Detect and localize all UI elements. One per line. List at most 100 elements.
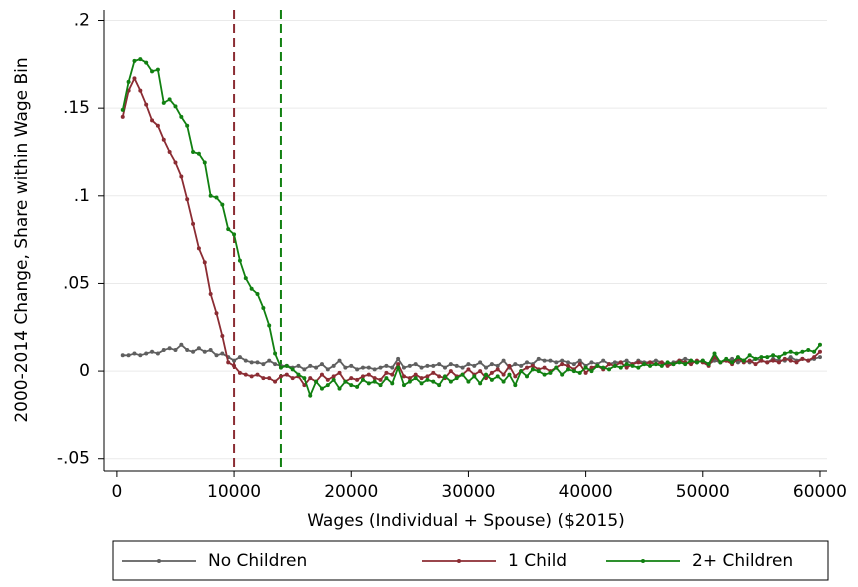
point bbox=[243, 372, 248, 377]
point bbox=[735, 355, 740, 360]
point bbox=[595, 363, 600, 368]
point bbox=[712, 351, 717, 356]
point bbox=[507, 372, 512, 377]
point bbox=[290, 376, 295, 381]
point bbox=[513, 383, 518, 388]
x-axis-label: Wages (Individual + Spouse) ($2015) bbox=[307, 511, 625, 531]
point bbox=[167, 149, 172, 154]
point bbox=[425, 377, 430, 382]
point bbox=[226, 227, 231, 232]
point bbox=[671, 362, 676, 367]
point bbox=[700, 358, 705, 363]
point bbox=[659, 360, 664, 365]
point bbox=[466, 362, 471, 367]
point bbox=[788, 349, 793, 354]
point bbox=[589, 360, 594, 365]
point bbox=[577, 362, 582, 367]
point bbox=[378, 383, 383, 388]
point bbox=[583, 365, 588, 370]
point bbox=[196, 346, 201, 351]
point bbox=[759, 355, 764, 360]
point bbox=[607, 367, 612, 372]
y-tick-label: 0 bbox=[79, 361, 90, 381]
point bbox=[173, 348, 178, 353]
point bbox=[155, 351, 160, 356]
point bbox=[126, 79, 131, 84]
point bbox=[167, 346, 172, 351]
point bbox=[583, 370, 588, 375]
point bbox=[730, 356, 735, 361]
point bbox=[144, 351, 149, 356]
point bbox=[431, 370, 436, 375]
point bbox=[806, 358, 811, 363]
point bbox=[384, 376, 389, 381]
legend-label: 2+ Children bbox=[692, 551, 793, 571]
point bbox=[495, 374, 500, 379]
legend-label: 1 Child bbox=[508, 551, 567, 571]
point bbox=[243, 276, 248, 281]
point bbox=[431, 379, 436, 384]
point bbox=[208, 193, 213, 198]
point bbox=[150, 69, 155, 74]
point bbox=[525, 360, 530, 365]
point bbox=[724, 356, 729, 361]
point bbox=[413, 362, 418, 367]
point bbox=[273, 379, 278, 384]
point bbox=[601, 358, 606, 363]
point bbox=[302, 367, 307, 372]
point bbox=[419, 381, 424, 386]
point bbox=[618, 365, 623, 370]
point bbox=[132, 351, 137, 356]
y-axis-label: 2000-2014 Change, Share within Wage Bin bbox=[12, 57, 32, 422]
point bbox=[314, 379, 319, 384]
x-tick-label: 60000 bbox=[793, 482, 847, 502]
point bbox=[331, 377, 336, 382]
point bbox=[261, 305, 266, 310]
point bbox=[208, 348, 213, 353]
point bbox=[249, 360, 254, 365]
point bbox=[794, 351, 799, 356]
y-tick-label: .05 bbox=[63, 273, 90, 293]
point bbox=[677, 360, 682, 365]
point bbox=[478, 360, 483, 365]
point bbox=[800, 356, 805, 361]
point bbox=[425, 374, 430, 379]
point bbox=[214, 311, 219, 316]
point bbox=[812, 349, 817, 354]
point bbox=[396, 362, 401, 367]
point bbox=[665, 360, 670, 365]
point bbox=[542, 372, 547, 377]
x-tick-label: 0 bbox=[111, 482, 122, 502]
y-tick-label: .15 bbox=[63, 98, 90, 118]
point bbox=[237, 355, 242, 360]
point bbox=[817, 342, 822, 347]
point bbox=[624, 362, 629, 367]
point bbox=[202, 160, 207, 165]
point bbox=[278, 374, 283, 379]
point bbox=[120, 114, 125, 119]
point bbox=[308, 376, 313, 381]
point bbox=[548, 358, 553, 363]
point bbox=[448, 369, 453, 374]
point bbox=[349, 383, 354, 388]
point bbox=[817, 349, 822, 354]
point bbox=[249, 286, 254, 291]
point bbox=[536, 369, 541, 374]
point bbox=[817, 355, 822, 360]
point bbox=[489, 377, 494, 382]
point bbox=[525, 365, 530, 370]
point bbox=[624, 358, 629, 363]
point bbox=[484, 372, 489, 377]
legend-marker bbox=[457, 559, 461, 563]
point bbox=[501, 372, 506, 377]
point bbox=[548, 370, 553, 375]
point bbox=[401, 365, 406, 370]
y-tick-label: .1 bbox=[74, 186, 90, 206]
point bbox=[232, 363, 237, 368]
point bbox=[683, 362, 688, 367]
point bbox=[138, 57, 143, 62]
point bbox=[472, 374, 477, 379]
point bbox=[437, 374, 442, 379]
point bbox=[378, 365, 383, 370]
